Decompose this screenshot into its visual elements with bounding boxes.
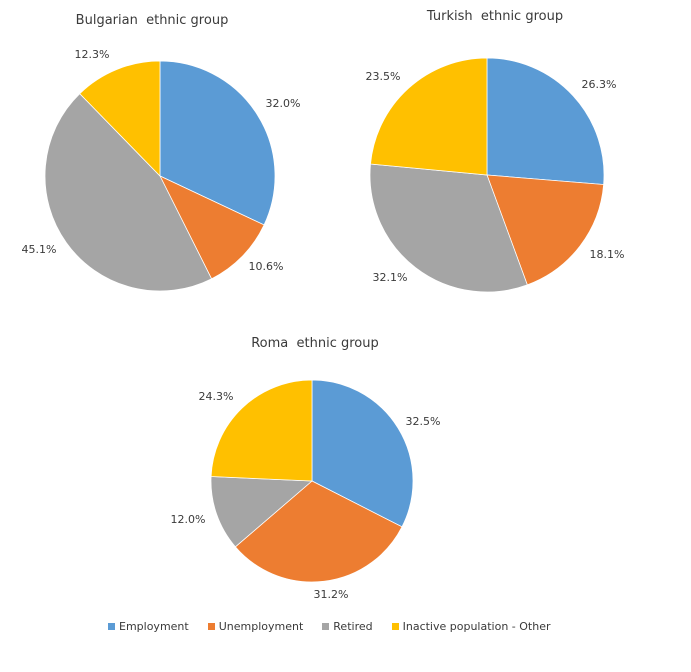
pie-turkish-slice-employment	[486, 57, 605, 185]
data-label-roma-retired: 12.0%	[170, 513, 206, 526]
legend-label-unemployment: Unemployment	[218, 620, 304, 633]
legend-item-retired: Retired	[322, 620, 373, 633]
legend-item-inactive-population-other: Inactive population - Other	[391, 620, 551, 633]
legend-swatch-inactive-population-other	[391, 623, 399, 630]
pie-bulgarian-slice-inactive-population-other	[79, 60, 161, 177]
pie-bulgarian-slice-unemployment	[159, 175, 265, 280]
chart-title-bulgarian: Bulgarian ethnic group	[75, 13, 229, 28]
pie-roma-slice-employment	[311, 379, 414, 528]
pie-bulgarian-slice-retired	[44, 93, 213, 292]
data-label-bulgarian-retired: 45.1%	[21, 243, 57, 256]
pie-roma-slice-inactive-population-other	[210, 379, 313, 482]
data-label-turkish-employment: 26.3%	[581, 78, 617, 91]
data-label-bulgarian-unemployment: 10.6%	[248, 260, 284, 273]
legend-label-retired: Retired	[333, 620, 373, 633]
pie-roma-slice-retired	[210, 476, 313, 548]
data-label-roma-inactive: 24.3%	[198, 390, 234, 403]
legend: Employment Unemployment Retired Inactive…	[108, 620, 551, 633]
data-label-turkish-inactive: 23.5%	[365, 70, 401, 83]
chart-title-turkish: Turkish ethnic group	[426, 9, 564, 24]
chart-title-roma: Roma ethnic group	[251, 336, 379, 351]
legend-swatch-employment	[108, 623, 115, 630]
legend-label-employment: Employment	[119, 620, 189, 633]
pie-roma-slice-unemployment	[234, 480, 403, 583]
data-label-bulgarian-employment: 32.0%	[265, 97, 301, 110]
legend-item-employment: Employment	[108, 620, 189, 633]
pie-turkish-slice-retired	[369, 163, 528, 293]
data-label-turkish-unemployment: 18.1%	[589, 248, 625, 261]
data-label-turkish-retired: 32.1%	[372, 271, 408, 284]
pie-turkish-slice-inactive-population-other	[370, 57, 488, 176]
data-label-roma-unemployment: 31.2%	[313, 588, 349, 601]
pie-bulgarian-slice-employment	[159, 60, 276, 226]
legend-label-inactive-population-other: Inactive population - Other	[402, 620, 551, 633]
legend-item-unemployment: Unemployment	[207, 620, 304, 633]
legend-swatch-retired	[322, 623, 330, 630]
legend-swatch-unemployment	[207, 623, 215, 630]
data-label-bulgarian-inactive: 12.3%	[74, 48, 110, 61]
data-label-roma-employment: 32.5%	[405, 415, 441, 428]
pie-turkish-slice-unemployment	[486, 174, 605, 286]
